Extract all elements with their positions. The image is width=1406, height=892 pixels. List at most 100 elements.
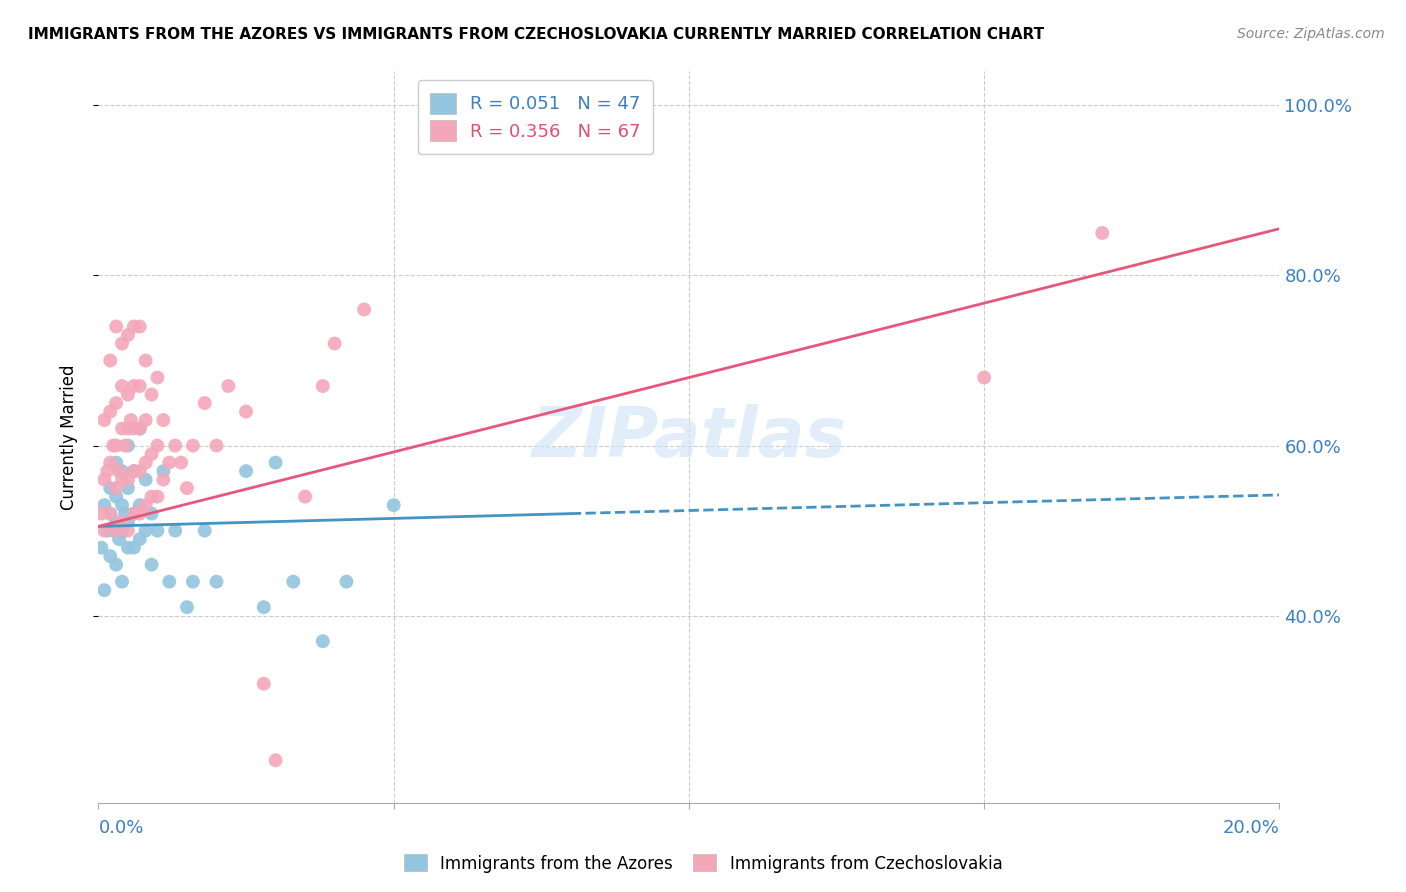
Legend: Immigrants from the Azores, Immigrants from Czechoslovakia: Immigrants from the Azores, Immigrants f… [396, 847, 1010, 880]
Point [96, 464, 118, 478]
Point [141, 447, 163, 461]
Point [117, 473, 139, 487]
Point [128, 532, 150, 546]
Point [111, 379, 134, 393]
Point [323, 336, 346, 351]
Point [152, 413, 174, 427]
Point [135, 498, 157, 512]
Point [312, 634, 335, 648]
Point [235, 404, 257, 418]
Point [117, 515, 139, 529]
Point [973, 370, 995, 384]
Point [122, 421, 145, 435]
Point [111, 498, 134, 512]
Point [117, 421, 139, 435]
Point [152, 464, 174, 478]
Point [235, 464, 257, 478]
Point [105, 524, 128, 538]
Point [105, 515, 128, 529]
Point [105, 456, 128, 470]
Point [111, 515, 134, 529]
Point [135, 353, 157, 368]
Point [93, 413, 115, 427]
Point [96, 524, 118, 538]
Point [1091, 226, 1114, 240]
Point [141, 558, 163, 572]
Point [111, 464, 134, 478]
Point [120, 413, 142, 427]
Point [111, 421, 134, 435]
Point [93, 583, 115, 598]
Point [176, 481, 198, 495]
Point [135, 524, 157, 538]
Point [312, 379, 335, 393]
Point [194, 396, 217, 410]
Point [98, 549, 121, 563]
Point [105, 319, 128, 334]
Point [98, 456, 121, 470]
Point [90, 541, 112, 555]
Point [98, 353, 121, 368]
Point [165, 524, 187, 538]
Point [122, 379, 145, 393]
Point [114, 507, 136, 521]
Point [117, 439, 139, 453]
Point [117, 524, 139, 538]
Point [105, 481, 128, 495]
Point [111, 336, 134, 351]
Point [122, 541, 145, 555]
Point [170, 456, 193, 470]
Point [146, 370, 169, 384]
Point [157, 456, 180, 470]
Point [111, 524, 134, 538]
Point [157, 574, 180, 589]
Point [135, 473, 157, 487]
Point [93, 524, 115, 538]
Point [117, 387, 139, 401]
Point [117, 541, 139, 555]
Point [165, 439, 187, 453]
Point [264, 456, 287, 470]
Point [105, 396, 128, 410]
Legend: R = 0.051   N = 47, R = 0.356   N = 67: R = 0.051 N = 47, R = 0.356 N = 67 [418, 80, 654, 153]
Point [205, 574, 228, 589]
Text: ZIPatlas: ZIPatlas [531, 403, 846, 471]
Point [353, 302, 375, 317]
Text: 20.0%: 20.0% [1223, 820, 1279, 838]
Point [108, 464, 131, 478]
Text: IMMIGRANTS FROM THE AZORES VS IMMIGRANTS FROM CZECHOSLOVAKIA CURRENTLY MARRIED C: IMMIGRANTS FROM THE AZORES VS IMMIGRANTS… [28, 27, 1045, 42]
Point [98, 507, 121, 521]
Point [141, 507, 163, 521]
Point [122, 464, 145, 478]
Point [114, 439, 136, 453]
Point [146, 490, 169, 504]
Point [122, 507, 145, 521]
Point [176, 600, 198, 615]
Text: Source: ZipAtlas.com: Source: ZipAtlas.com [1237, 27, 1385, 41]
Point [105, 439, 128, 453]
Point [135, 456, 157, 470]
Point [194, 524, 217, 538]
Point [122, 507, 145, 521]
Point [122, 464, 145, 478]
Point [98, 507, 121, 521]
Text: 0.0%: 0.0% [98, 820, 143, 838]
Point [152, 473, 174, 487]
Point [128, 421, 150, 435]
Point [93, 498, 115, 512]
Point [111, 473, 134, 487]
Point [294, 490, 316, 504]
Point [122, 319, 145, 334]
Point [103, 524, 125, 538]
Point [382, 498, 405, 512]
Point [117, 481, 139, 495]
Point [90, 507, 112, 521]
Point [253, 600, 276, 615]
Point [98, 404, 121, 418]
Point [128, 464, 150, 478]
Point [128, 498, 150, 512]
Point [181, 439, 204, 453]
Point [283, 574, 305, 589]
Point [105, 558, 128, 572]
Point [117, 328, 139, 343]
